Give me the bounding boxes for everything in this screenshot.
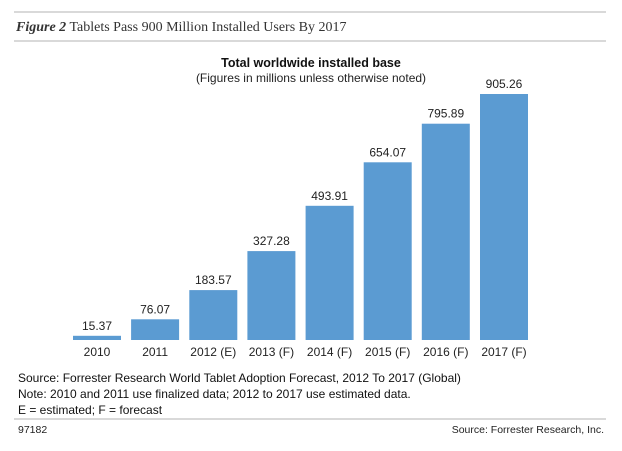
bar-2014-f — [305, 205, 354, 340]
note-line: Note: 2010 and 2011 use finalized data; … — [18, 387, 411, 401]
value-label: 493.91 — [311, 189, 348, 203]
value-label: 905.26 — [486, 77, 523, 91]
category-label: 2012 (E) — [190, 345, 236, 359]
category-label: 2011 — [142, 345, 168, 359]
category-label: 2016 (F) — [423, 345, 468, 359]
category-label: 2017 (F) — [481, 345, 526, 359]
value-label: 76.07 — [140, 302, 170, 316]
bar-2017-f — [480, 94, 528, 340]
footer-rule — [14, 418, 606, 420]
bar-2010 — [73, 335, 121, 340]
figure-title-text: Tablets Pass 900 Million Installed Users… — [69, 20, 347, 35]
bar-2011 — [131, 319, 180, 340]
top-rule — [14, 11, 606, 13]
bar-2015-f — [363, 162, 412, 340]
source-line: Source: Forrester Research World Tablet … — [18, 371, 461, 385]
bar-2016-f — [421, 123, 470, 340]
chart-title: Total worldwide installed base — [221, 56, 401, 70]
value-label: 327.28 — [253, 234, 290, 248]
bar-2012-e — [189, 290, 238, 340]
chart-subtitle: (Figures in millions unless otherwise no… — [195, 71, 427, 85]
figure-id: 97182 — [18, 424, 48, 436]
value-label: 15.37 — [82, 319, 112, 333]
category-label: 2014 (F) — [307, 345, 352, 359]
source-notes: Source: Forrester Research World Tablet … — [18, 370, 461, 418]
figure-label: Figure 2 — [16, 20, 67, 35]
value-label: 795.89 — [427, 107, 464, 121]
value-label: 654.07 — [369, 145, 406, 159]
value-label: 183.57 — [195, 273, 232, 287]
legend-line: E = estimated; F = forecast — [18, 403, 163, 417]
bar-2013-f — [247, 251, 296, 340]
category-label: 2010 — [84, 345, 111, 359]
title-rule — [14, 40, 606, 42]
figure-title: Figure 2 Tablets Pass 900 Million Instal… — [16, 20, 347, 36]
footer-source: Source: Forrester Research, Inc. — [451, 424, 604, 436]
category-label: 2013 (F) — [249, 345, 294, 359]
category-label: 2015 (F) — [365, 345, 410, 359]
